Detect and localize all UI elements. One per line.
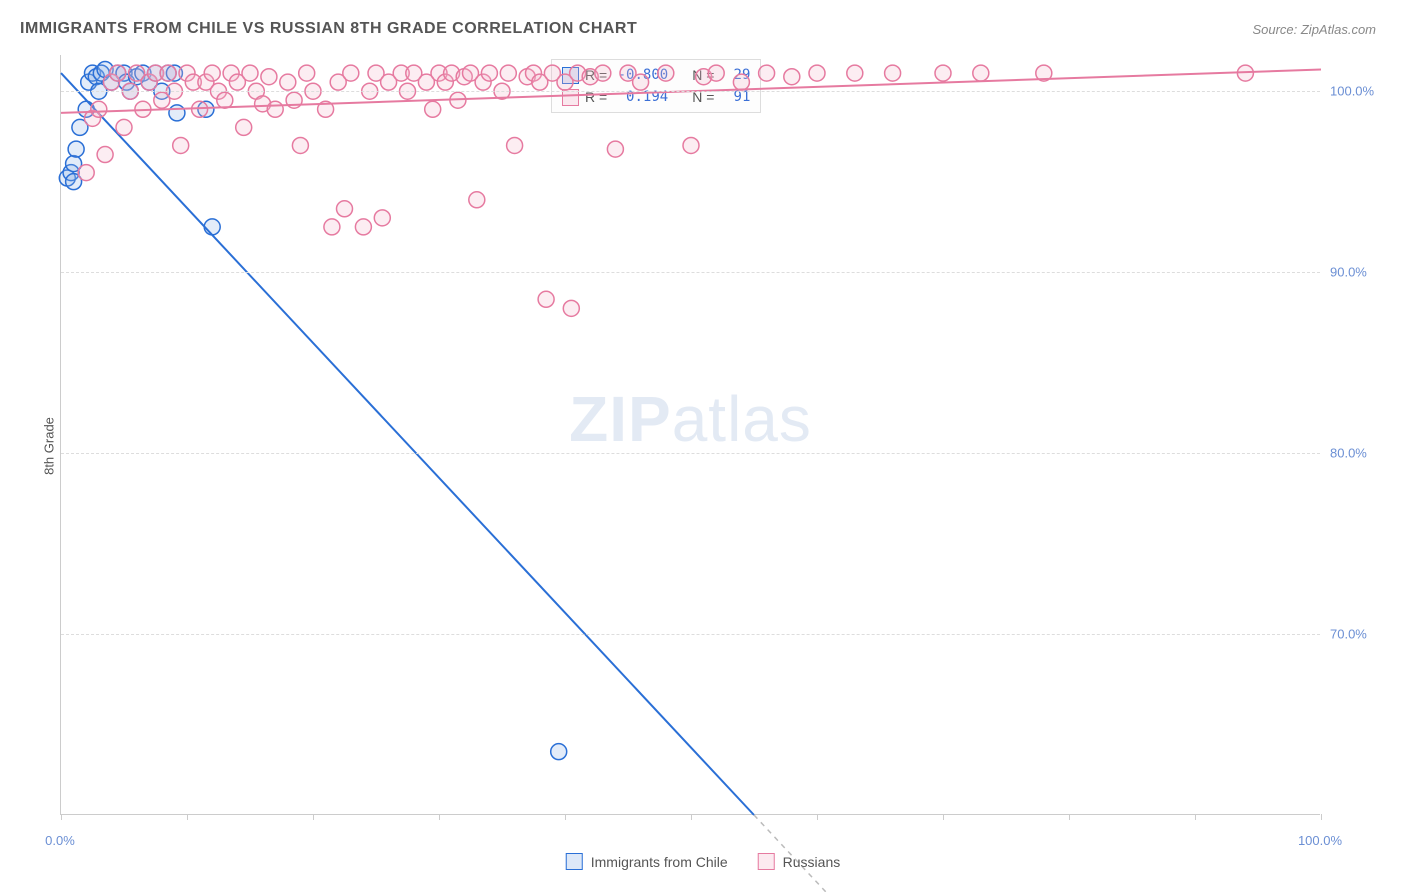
x-tick [61,814,62,820]
data-point-russians [538,291,554,307]
y-tick-label: 70.0% [1330,627,1367,642]
data-point-russians [425,101,441,117]
data-point-russians [481,65,497,81]
data-point-russians [885,65,901,81]
x-tick [1069,814,1070,820]
data-point-russians [116,119,132,135]
data-point-russians [267,101,283,117]
y-axis-label: 8th Grade [41,417,56,475]
x-tick [691,814,692,820]
data-point-russians [337,201,353,217]
data-point-russians [160,65,176,81]
y-tick-label: 90.0% [1330,265,1367,280]
bottom-legend-label: Immigrants from Chile [591,854,728,870]
data-point-russians [809,65,825,81]
data-point-chile [551,744,567,760]
y-tick-label: 100.0% [1330,84,1374,99]
gridline [61,91,1320,92]
data-point-russians [507,137,523,153]
data-point-russians [261,69,277,85]
data-point-russians [683,137,699,153]
x-tick [313,814,314,820]
data-point-russians [217,92,233,108]
chart-container: IMMIGRANTS FROM CHILE VS RUSSIAN 8TH GRA… [0,0,1406,892]
x-tick-label: 100.0% [1298,833,1342,848]
data-point-russians [469,192,485,208]
gridline [61,272,1320,273]
data-point-russians [292,137,308,153]
source-attribution: Source: ZipAtlas.com [1252,22,1376,37]
data-point-russians [500,65,516,81]
bottom-legend-item-chile: Immigrants from Chile [566,853,728,870]
data-point-russians [173,137,189,153]
data-point-russians [759,65,775,81]
data-point-chile [204,219,220,235]
y-tick-label: 80.0% [1330,446,1367,461]
data-point-russians [204,65,220,81]
data-point-russians [935,65,951,81]
data-point-russians [708,65,724,81]
bottom-legend-item-russians: Russians [758,853,841,870]
x-tick-label: 0.0% [45,833,75,848]
data-point-russians [355,219,371,235]
plot-svg [61,55,1321,815]
data-point-russians [607,141,623,157]
legend-swatch-icon [566,853,583,870]
data-point-chile [68,141,84,157]
chart-title: IMMIGRANTS FROM CHILE VS RUSSIAN 8TH GRA… [20,20,637,38]
x-tick [943,814,944,820]
x-tick [817,814,818,820]
data-point-russians [78,165,94,181]
data-point-russians [280,74,296,90]
data-point-russians [595,65,611,81]
data-point-russians [374,210,390,226]
x-tick [439,814,440,820]
data-point-russians [324,219,340,235]
data-point-russians [236,119,252,135]
series-legend: Immigrants from Chile Russians [566,853,841,870]
bottom-legend-label: Russians [783,854,841,870]
x-tick [565,814,566,820]
trend-line-chile [61,73,754,815]
data-point-russians [973,65,989,81]
data-point-russians [299,65,315,81]
data-point-russians [733,74,749,90]
x-tick [1195,814,1196,820]
data-point-russians [91,101,107,117]
data-point-russians [633,74,649,90]
x-tick [1321,814,1322,820]
data-point-chile [169,105,185,121]
plot-area: ZIPatlas R =-0.800N =29R =0.194N =91 [60,55,1320,815]
data-point-russians [343,65,359,81]
gridline [61,634,1320,635]
data-point-russians [784,69,800,85]
data-point-russians [242,65,258,81]
x-tick [187,814,188,820]
legend-swatch-icon [758,853,775,870]
gridline [61,453,1320,454]
data-point-russians [563,300,579,316]
data-point-russians [658,65,674,81]
data-point-russians [847,65,863,81]
data-point-russians [110,65,126,81]
data-point-russians [97,147,113,163]
